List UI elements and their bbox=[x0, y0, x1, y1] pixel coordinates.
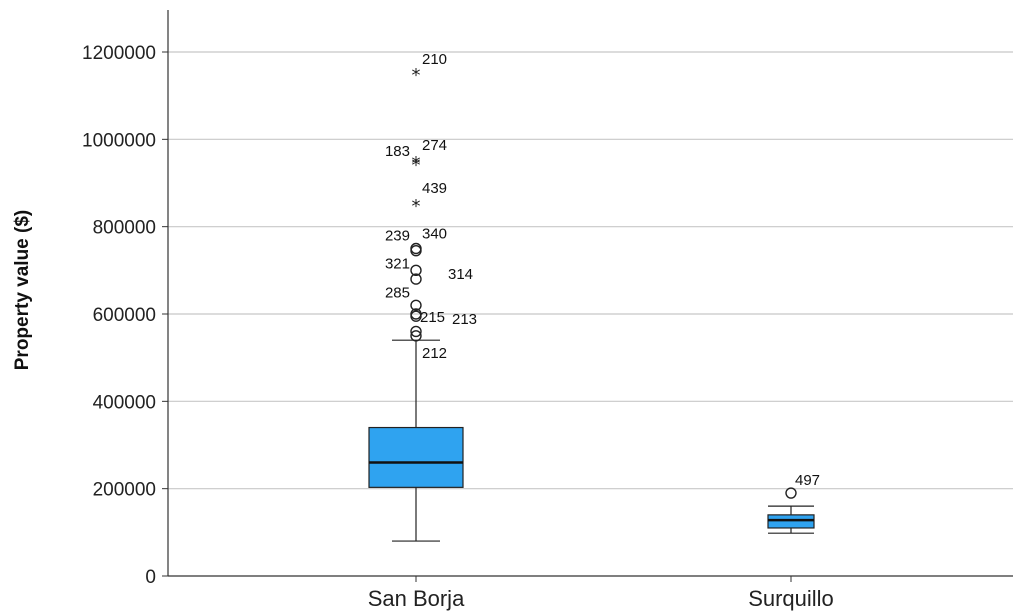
outlier-label: 212 bbox=[422, 345, 447, 362]
y-tick-label: 600000 bbox=[93, 305, 156, 326]
outlier-label: 285 bbox=[385, 284, 410, 301]
y-tick-label: 1200000 bbox=[82, 43, 156, 64]
outlier-label: 213 bbox=[452, 311, 477, 328]
y-tick-label: 200000 bbox=[93, 480, 156, 501]
outlier-star: * bbox=[412, 155, 421, 176]
outlier-star: * bbox=[412, 153, 421, 174]
y-axis-title: Property value ($) bbox=[12, 210, 33, 371]
outlier-label: 215 bbox=[420, 309, 445, 326]
outlier-circle bbox=[410, 310, 422, 322]
y-tick-label: 0 bbox=[145, 567, 156, 588]
outlier-star: * bbox=[412, 196, 421, 217]
outlier-circle bbox=[410, 330, 422, 342]
outlier-label: 183 bbox=[385, 143, 410, 160]
iqr-box bbox=[767, 514, 815, 529]
outlier-circle bbox=[410, 299, 422, 311]
box-group-surquillo: 497 bbox=[767, 472, 820, 534]
outlier-circle bbox=[410, 244, 422, 257]
y-tick-label: 400000 bbox=[93, 392, 156, 413]
grid-lines bbox=[168, 51, 1013, 490]
outlier-label: 210 bbox=[422, 51, 447, 68]
x-tick-label: Surquillo bbox=[748, 586, 834, 611]
x-tick-label: San Borja bbox=[368, 586, 465, 611]
y-tick-label: 1000000 bbox=[82, 130, 156, 151]
outlier-circle bbox=[785, 487, 797, 499]
outlier-label: 439 bbox=[422, 180, 447, 197]
outlier-label: 340 bbox=[422, 226, 447, 243]
outlier-label: 497 bbox=[795, 472, 820, 489]
outlier-circle bbox=[410, 325, 422, 338]
outlier-circle bbox=[410, 273, 422, 285]
outlier-star: * bbox=[412, 65, 421, 86]
y-tick-label: 800000 bbox=[93, 218, 156, 239]
outlier-circle bbox=[410, 264, 422, 277]
iqr-box bbox=[368, 426, 464, 488]
outlier-label: 321 bbox=[385, 255, 410, 272]
outlier-label: 239 bbox=[385, 228, 410, 245]
outlier-label: 314 bbox=[448, 266, 473, 283]
outlier-label: 274 bbox=[422, 137, 447, 154]
axes: 0 200000 400000 600000 800000 1000000 1200000 S… bbox=[82, 10, 1013, 611]
